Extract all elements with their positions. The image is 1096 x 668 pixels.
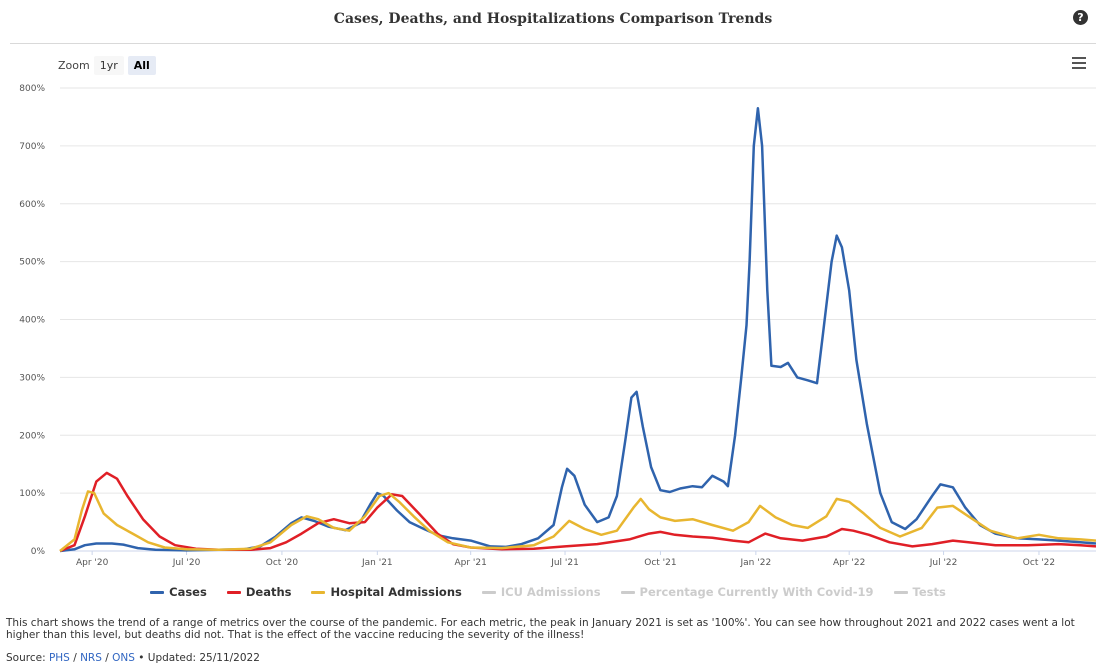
legend-item-cases[interactable]: Cases	[150, 585, 207, 599]
legend-item-icu-admissions[interactable]: ICU Admissions	[481, 585, 601, 599]
legend-swatch	[150, 590, 165, 594]
source-line: Source: PHS / NRS / ONS • Updated: 25/11…	[6, 652, 260, 664]
line-chart: 0% 100% 200% 300% 400% 500% 600% 700% 800% Apr '2…	[19, 84, 1096, 568]
question-circle-icon[interactable]: ?	[1073, 10, 1088, 25]
y-tick-label: 300%	[19, 373, 45, 383]
x-tick-label: Jan '21	[361, 558, 393, 568]
x-tick-label: Apr '21	[454, 558, 486, 568]
chart-header: Cases, Deaths, and Hospitalizations Comp…	[10, 0, 1096, 44]
legend-label: Tests	[912, 585, 946, 599]
chart-legend: Cases Deaths Hospital Admissions ICU Admiss…	[0, 585, 1096, 599]
chart-description: This chart shows the trend of a range of…	[6, 617, 1075, 641]
zoom-1yr-button[interactable]: 1yr	[93, 56, 124, 75]
zoom-label: Zoom	[58, 59, 90, 72]
chart-title: Cases, Deaths, and Hospitalizations Comp…	[333, 11, 773, 27]
legend-label: Cases	[169, 585, 207, 599]
y-tick-label: 800%	[19, 84, 45, 94]
zoom-controls: Zoom 1yr All	[58, 56, 156, 75]
legend-swatch	[893, 590, 908, 594]
legend-swatch	[311, 590, 326, 594]
updated-text: • Updated: 25/11/2022	[138, 652, 260, 664]
source-link-nrs[interactable]: NRS	[80, 652, 102, 664]
legend-item-hospital-admissions[interactable]: Hospital Admissions	[311, 585, 462, 599]
legend-item-deaths[interactable]: Deaths	[226, 585, 292, 599]
y-tick-label: 100%	[19, 489, 45, 499]
legend-swatch	[481, 590, 496, 594]
x-tick-label: Oct '20	[266, 558, 299, 568]
y-tick-label: 600%	[19, 200, 45, 210]
legend-swatch	[226, 590, 241, 594]
x-tick-label: Oct '22	[1023, 558, 1055, 568]
legend-item-percentage-currently-with-covid-19[interactable]: Percentage Currently With Covid-19	[620, 585, 874, 599]
x-tick-label: Apr '20	[76, 558, 109, 568]
x-tick-label: Jul '22	[929, 558, 958, 568]
legend-swatch	[620, 590, 635, 594]
y-tick-label: 500%	[19, 258, 45, 268]
legend-label: ICU Admissions	[500, 585, 601, 599]
series-line-cases	[59, 107, 1096, 553]
legend-label: Deaths	[245, 585, 292, 599]
zoom-all-button[interactable]: All	[127, 56, 156, 75]
x-tick-label: Jul '21	[550, 558, 579, 568]
legend-label: Percentage Currently With Covid-19	[639, 585, 874, 599]
legend-label: Hospital Admissions	[330, 585, 462, 599]
x-tick-label: Oct '21	[644, 558, 676, 568]
legend-item-tests[interactable]: Tests	[893, 585, 946, 599]
source-link-phs[interactable]: PHS	[48, 652, 70, 664]
y-tick-label: 200%	[19, 431, 45, 441]
hamburger-menu-icon[interactable]	[1072, 57, 1086, 69]
y-tick-label: 700%	[19, 142, 45, 152]
series-line-deaths	[59, 471, 1096, 553]
x-tick-label: Jan '22	[740, 558, 772, 568]
x-tick-label: Apr '22	[833, 558, 865, 568]
y-tick-label: 400%	[19, 316, 45, 326]
y-tick-label: 0%	[31, 547, 46, 557]
source-link-ons[interactable]: ONS	[112, 652, 135, 664]
source-label: Source:	[6, 652, 46, 664]
x-tick-label: Jul '20	[172, 558, 201, 568]
series-line-hospital-admissions	[59, 490, 1096, 552]
